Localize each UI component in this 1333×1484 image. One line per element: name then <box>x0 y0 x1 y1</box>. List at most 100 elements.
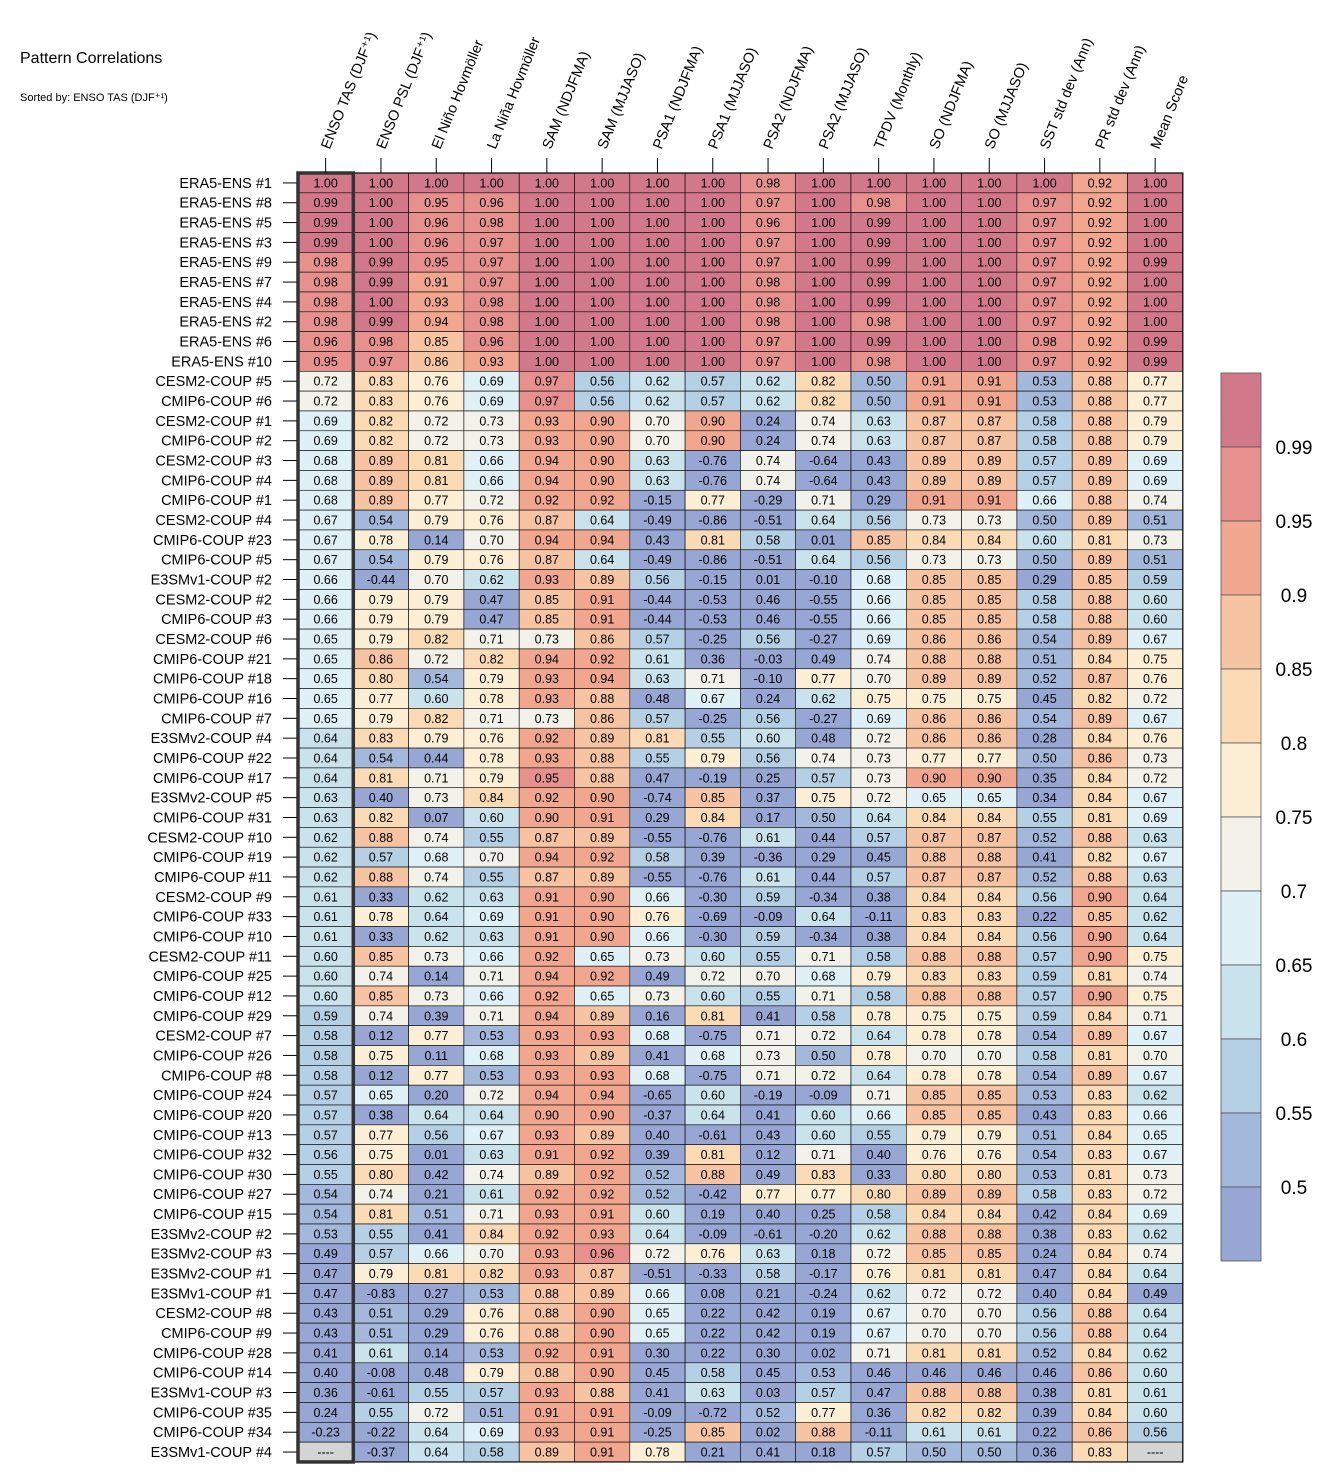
cell-value: 0.89 <box>977 454 1001 468</box>
colorbar-band <box>1220 742 1262 818</box>
cell-value: 0.71 <box>756 1069 780 1083</box>
cell-value: -0.37 <box>643 1108 672 1122</box>
cell-value: 0.98 <box>866 355 890 369</box>
cell-value: 0.60 <box>811 1108 835 1122</box>
cell-value: 1.00 <box>590 176 614 190</box>
cell-value: 0.83 <box>977 910 1001 924</box>
colorbar-band <box>1220 1038 1262 1114</box>
cell-value: 0.25 <box>756 771 780 785</box>
cell-value: 0.69 <box>1143 474 1167 488</box>
cell-value: 0.51 <box>369 1307 393 1321</box>
cell-value: 0.77 <box>424 1069 448 1083</box>
cell-value: 0.46 <box>756 613 780 627</box>
cell-value: 0.68 <box>479 1049 503 1063</box>
cell-value: 0.97 <box>369 355 393 369</box>
cell-value: 0.89 <box>369 454 393 468</box>
cell-value: 0.79 <box>1143 434 1167 448</box>
cell-value: -0.55 <box>809 593 838 607</box>
cell-value: 0.66 <box>866 1108 890 1122</box>
cell-value: 0.57 <box>701 395 725 409</box>
cell-value: 0.64 <box>811 553 835 567</box>
cell-value: 0.82 <box>424 633 448 647</box>
cell-value: 0.49 <box>1143 1287 1167 1301</box>
cell-value: 0.70 <box>1143 1049 1167 1063</box>
cell-value: 0.69 <box>866 633 890 647</box>
cell-value: 0.75 <box>977 692 1001 706</box>
cell-value: 0.65 <box>645 1307 669 1321</box>
cell-value: 0.91 <box>977 494 1001 508</box>
cell-value: 0.72 <box>866 732 890 746</box>
cell-value: 0.64 <box>1143 890 1167 904</box>
cell-value: 0.86 <box>1088 751 1112 765</box>
cell-value: 0.91 <box>590 811 614 825</box>
cell-value: 0.40 <box>1032 1287 1056 1301</box>
row-label: CESM2-COUP #2 <box>155 592 272 608</box>
cell-value: 0.62 <box>756 395 780 409</box>
cell-value: -0.19 <box>699 771 728 785</box>
cell-value: 0.85 <box>977 593 1001 607</box>
cell-value: 0.74 <box>424 870 448 884</box>
cell-value: 0.38 <box>866 890 890 904</box>
cell-value: 0.29 <box>866 494 890 508</box>
cell-value: 1.00 <box>977 355 1001 369</box>
cell-value: 1.00 <box>811 335 835 349</box>
cell-value: 0.58 <box>1032 414 1056 428</box>
sort-note: Sorted by: ENSO TAS (DJF⁺¹) <box>20 91 168 104</box>
cell-value: 0.99 <box>369 256 393 270</box>
cell-value: 0.77 <box>756 1188 780 1202</box>
cell-value: 0.70 <box>479 1247 503 1261</box>
cell-value: 0.79 <box>479 771 503 785</box>
cell-value: 0.93 <box>535 1029 559 1043</box>
cell-value: 1.00 <box>1143 236 1167 250</box>
cell-value: 0.27 <box>424 1287 448 1301</box>
cell-value: 1.00 <box>645 256 669 270</box>
cell-value: 0.89 <box>369 494 393 508</box>
cell-value: 0.94 <box>590 672 614 686</box>
cell-value: 0.66 <box>645 930 669 944</box>
cell-value: 0.61 <box>313 910 337 924</box>
cell-value: 0.57 <box>866 870 890 884</box>
cell-value: 0.92 <box>535 732 559 746</box>
cell-value: 0.93 <box>535 1426 559 1440</box>
column-header: SST std dev (Ann) <box>1037 36 1096 152</box>
cell-value: 0.75 <box>977 1009 1001 1023</box>
cell-value: 0.65 <box>313 712 337 726</box>
cell-value: 1.00 <box>590 276 614 290</box>
cell-value: 0.89 <box>1088 1029 1112 1043</box>
cell-value: 0.53 <box>479 1029 503 1043</box>
cell-value: 0.89 <box>1088 712 1112 726</box>
cell-value: 0.88 <box>922 950 946 964</box>
row-label: CMIP6-COUP #4 <box>161 473 272 489</box>
cell-value: 0.88 <box>1088 1327 1112 1341</box>
row-label: E3SMv1-COUP #3 <box>151 1386 272 1402</box>
cell-value: 0.93 <box>535 434 559 448</box>
cell-value: 0.83 <box>1088 1227 1112 1241</box>
cell-value: 0.68 <box>645 1029 669 1043</box>
cell-value: 0.66 <box>479 989 503 1003</box>
cell-value: 0.89 <box>977 474 1001 488</box>
cell-value: 0.72 <box>922 1287 946 1301</box>
cell-value: 0.88 <box>1088 375 1112 389</box>
cell-value: 0.74 <box>369 1009 393 1023</box>
cell-value: 0.60 <box>1143 1366 1167 1380</box>
cell-value: 0.95 <box>424 256 448 270</box>
cell-value: 0.82 <box>369 414 393 428</box>
cell-value: 0.91 <box>590 1446 614 1460</box>
cell-value: 0.55 <box>756 950 780 964</box>
row-label: ERA5-ENS #8 <box>179 196 272 212</box>
row-label: CMIP6-COUP #19 <box>153 850 272 866</box>
cell-value: 1.00 <box>811 295 835 309</box>
cell-value: 0.93 <box>535 1208 559 1222</box>
cell-value: 0.86 <box>1088 1426 1112 1440</box>
column-header: El Niño Hovmöller <box>429 38 487 152</box>
cell-value: 0.79 <box>866 970 890 984</box>
cell-value: 0.58 <box>1032 593 1056 607</box>
cell-value: 0.88 <box>977 989 1001 1003</box>
cell-value: 0.67 <box>1143 633 1167 647</box>
cell-value: 0.58 <box>756 533 780 547</box>
cell-value: 0.92 <box>590 1188 614 1202</box>
cell-value: 0.64 <box>866 811 890 825</box>
cell-value: 0.65 <box>313 652 337 666</box>
cell-value: 0.72 <box>811 1029 835 1043</box>
cell-value: 0.74 <box>811 414 835 428</box>
